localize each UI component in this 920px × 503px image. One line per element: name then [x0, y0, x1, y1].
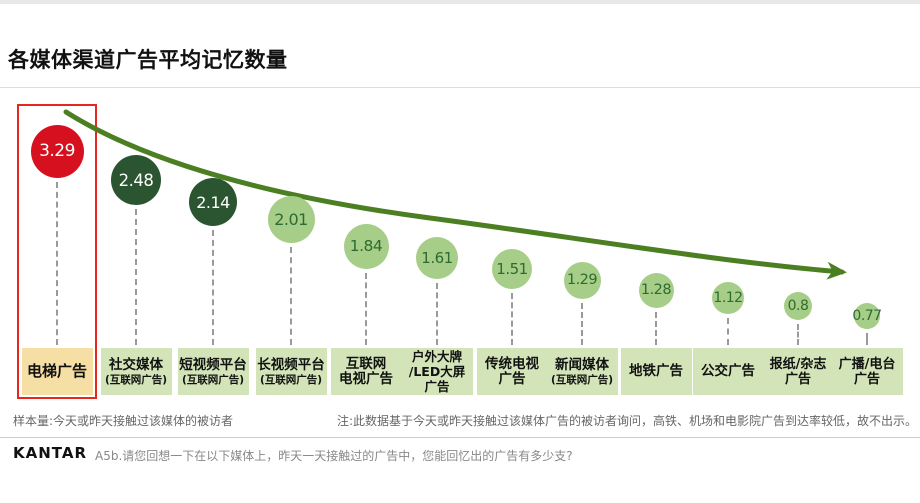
category-label: 短视频平台: [179, 356, 247, 373]
dotted-connector: [655, 311, 657, 345]
category-label-box: 社交媒体 (互联网广告): [100, 348, 172, 395]
category-label-box: 地铁广告: [620, 348, 692, 395]
value-bubble: 0.8: [784, 292, 812, 320]
kantar-logo: KANTAR: [13, 444, 88, 462]
bubble-value: 0.77: [852, 308, 882, 324]
bubble-value: 1.61: [421, 249, 453, 267]
dotted-connector: [135, 209, 137, 345]
category-label-box: 新闻媒体 (互联网广告): [546, 348, 618, 395]
dotted-connector: [727, 318, 729, 345]
top-strip: [0, 0, 920, 4]
title-divider: [0, 87, 920, 88]
dotted-connector: [212, 230, 214, 345]
category-label-box: 互联网 电视广告: [330, 348, 402, 395]
value-bubble: 3.29: [30, 124, 84, 178]
category-label: 户外大牌 /LED大屏 广告: [408, 349, 466, 394]
category-label-box: 传统电视 广告: [476, 348, 548, 395]
bubble-value: 3.29: [39, 141, 75, 161]
bubble-value: 2.01: [274, 209, 308, 229]
dotted-connector: [56, 181, 58, 345]
dotted-connector: [436, 283, 438, 345]
page-title: 各媒体渠道广告平均记忆数量: [8, 48, 288, 72]
bubble-value: 1.84: [349, 237, 383, 255]
value-bubble: 1.29: [563, 261, 601, 299]
sample-note: 样本量:今天或昨天接触过该媒体的被访者: [13, 414, 234, 428]
dotted-connector: [866, 333, 868, 345]
dotted-connector: [511, 293, 513, 345]
bubble-value: 2.14: [196, 192, 230, 212]
category-sublabel: (互联网广告): [104, 373, 168, 386]
category-label-box: 短视频平台 (互联网广告): [177, 348, 249, 395]
category-label-box: 电梯广告: [21, 348, 93, 395]
category-label: 社交媒体: [109, 356, 163, 373]
bubble-value: 0.8: [787, 298, 809, 314]
category-label: 公交广告: [701, 363, 755, 379]
value-bubble: 1.84: [343, 223, 389, 269]
category-label: 互联网 电视广告: [339, 355, 393, 387]
bubble-value: 1.12: [713, 290, 743, 306]
value-bubble: 2.48: [111, 155, 161, 205]
category-label: 报纸/杂志 广告: [769, 356, 827, 387]
value-bubble: 1.61: [416, 237, 458, 279]
value-bubble: 2.01: [267, 195, 315, 243]
dotted-connector: [797, 324, 799, 345]
dotted-connector: [290, 246, 292, 345]
category-label: 广播/电台 广告: [838, 356, 896, 387]
category-sublabel: (互联网广告): [181, 373, 245, 386]
survey-question: A5b.请您回想一下在以下媒体上，昨天一天接触过的广告中，您能回忆出的广告有多少…: [95, 449, 573, 463]
category-label-box: 广播/电台 广告: [831, 348, 903, 395]
category-label: 地铁广告: [629, 363, 683, 379]
value-bubble: 1.51: [492, 249, 532, 289]
category-sublabel: (互联网广告): [550, 373, 614, 386]
bubble-value: 2.48: [118, 170, 154, 190]
value-bubble: 2.14: [189, 178, 237, 226]
value-bubble: 0.77: [852, 303, 882, 329]
category-label: 电梯广告: [26, 362, 87, 380]
dotted-connector: [365, 272, 367, 345]
category-label-box: 户外大牌 /LED大屏 广告: [401, 348, 473, 395]
category-label-box: 长视频平台 (互联网广告): [255, 348, 327, 395]
category-label: 新闻媒体: [555, 356, 609, 373]
category-label: 传统电视 广告: [485, 355, 539, 387]
value-bubble: 1.12: [712, 282, 744, 314]
value-bubble: 1.28: [638, 272, 674, 308]
category-label-box: 公交广告: [692, 348, 764, 395]
dotted-connector: [581, 302, 583, 345]
category-sublabel: (互联网广告): [259, 373, 323, 386]
bubble-value: 1.29: [566, 272, 598, 288]
category-label: 长视频平台: [257, 356, 325, 373]
data-note: 注:此数据基于今天或昨天接触过该媒体广告的被访者询问，高铁、机场和电影院广告到达…: [336, 414, 917, 428]
category-label-box: 报纸/杂志 广告: [762, 348, 834, 395]
bubble-value: 1.28: [640, 282, 672, 298]
footer-divider: [0, 437, 920, 438]
bubble-value: 1.51: [496, 260, 528, 278]
